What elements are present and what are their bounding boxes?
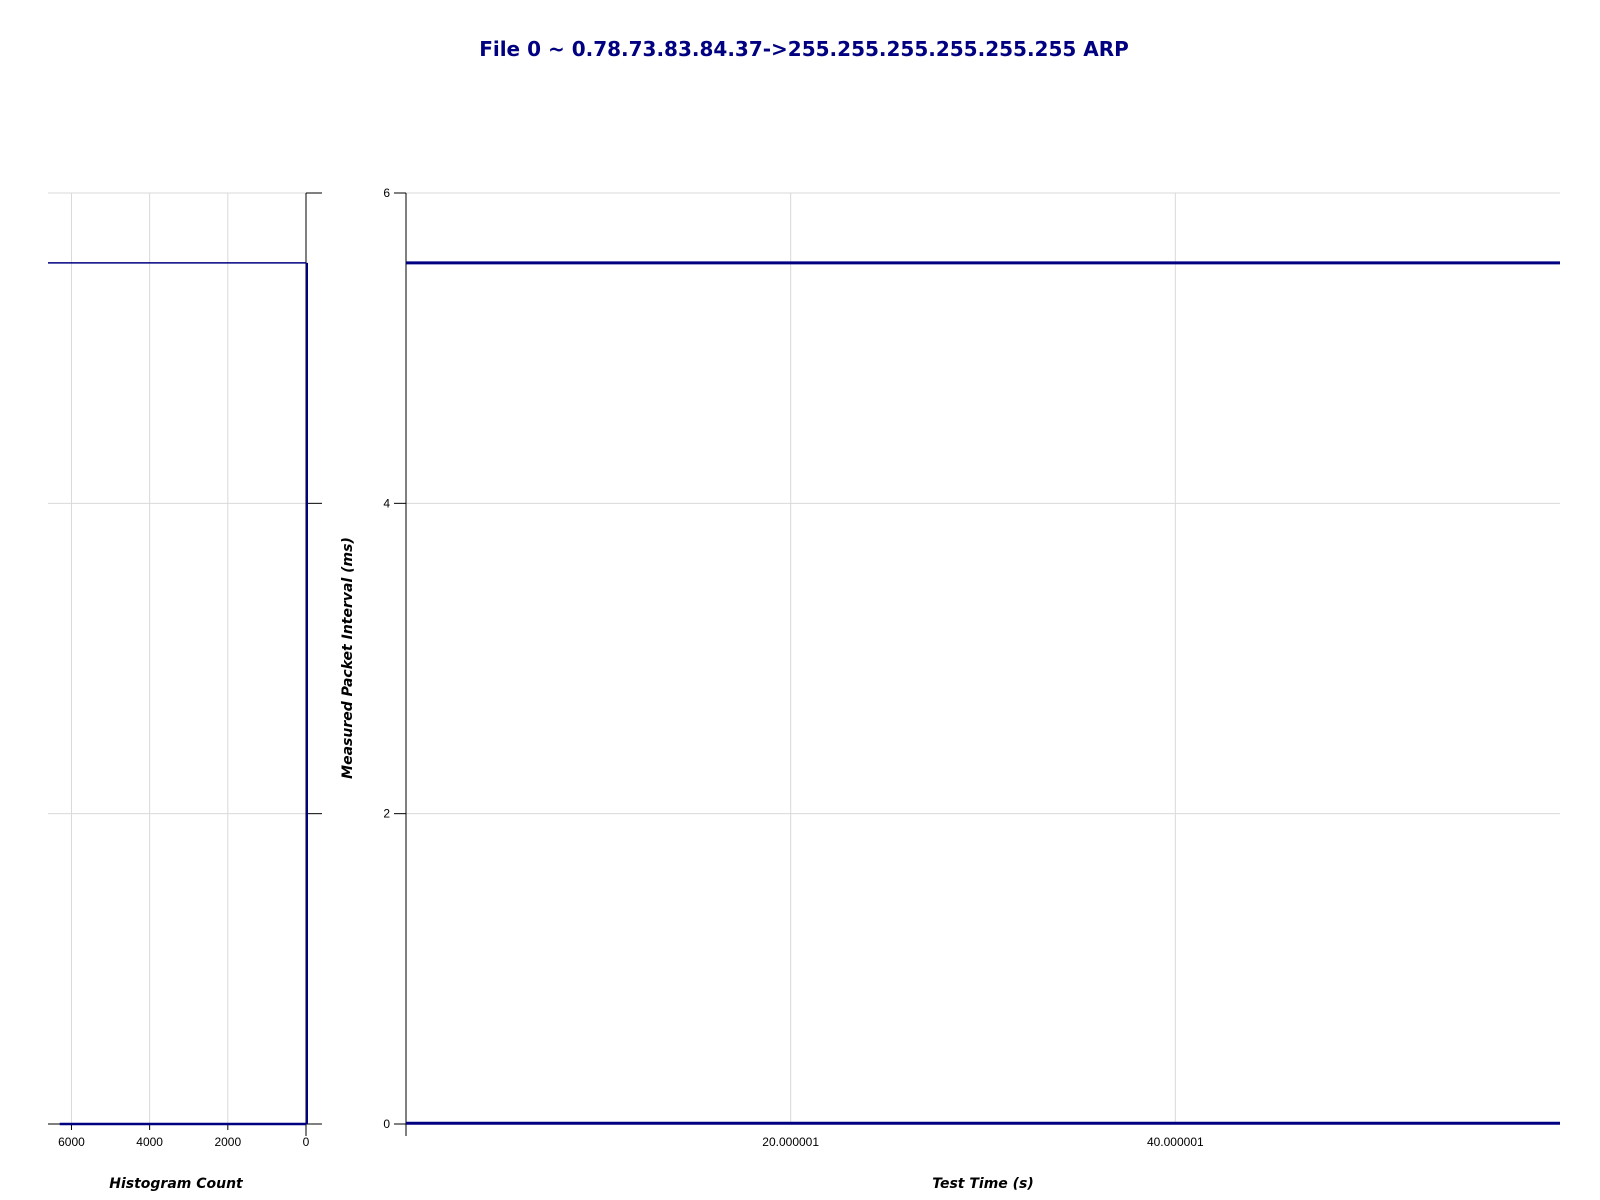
- main-y-axis-title: Measured Packet Interval (ms): [340, 537, 356, 779]
- main-y-tick-label: 6: [383, 186, 390, 200]
- main-series: [406, 261, 1560, 1125]
- histogram-tick-labels: 6000 4000 2000 0: [58, 1135, 310, 1149]
- main-tick-labels: 0 2 4 6 20.000001 40.000001: [383, 186, 1204, 1149]
- main-grid: [406, 192, 1560, 1125]
- main-x-axis-title: Test Time (s): [932, 1176, 1034, 1192]
- main-x-tick-label: 40.000001: [1147, 1135, 1204, 1149]
- histogram-axes: [48, 192, 322, 1136]
- histogram-x-tick-label: 2000: [214, 1135, 241, 1149]
- chart-title: File 0 ~ 0.78.73.83.84.37->255.255.255.2…: [479, 37, 1129, 61]
- histogram-marks: [48, 262, 308, 1126]
- main-y-tick-label: 0: [383, 1117, 390, 1131]
- histogram-x-axis-title: Histogram Count: [109, 1176, 244, 1192]
- main-axes: [394, 192, 407, 1136]
- main-y-tick-label: 2: [383, 807, 390, 821]
- histogram-x-tick-label: 6000: [58, 1135, 85, 1149]
- histogram-grid: [48, 192, 307, 1125]
- main-x-tick-label: 20.000001: [762, 1135, 819, 1149]
- histogram-x-tick-label: 4000: [136, 1135, 163, 1149]
- main-y-tick-label: 4: [383, 496, 390, 510]
- histogram-x-tick-label: 0: [303, 1135, 310, 1149]
